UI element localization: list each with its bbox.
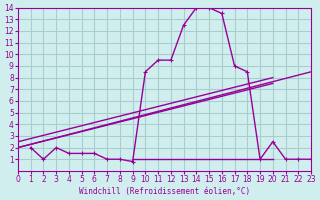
X-axis label: Windchill (Refroidissement éolien,°C): Windchill (Refroidissement éolien,°C) (79, 187, 250, 196)
